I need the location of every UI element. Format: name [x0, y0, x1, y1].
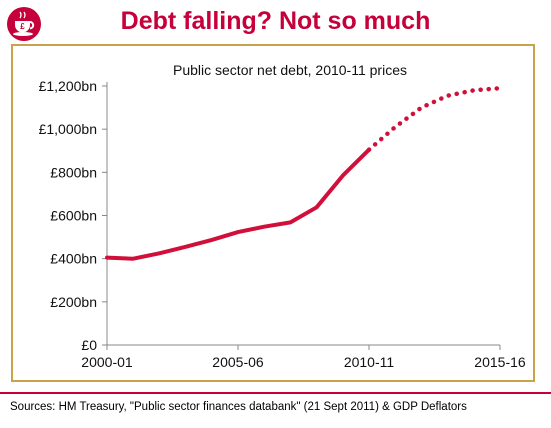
- svg-text:£: £: [20, 22, 25, 31]
- headline: Debt falling? Not so much: [120, 7, 431, 35]
- series-line-actual: [105, 147, 371, 261]
- x-tick-label: 2000-01: [81, 354, 133, 370]
- teacup-logo-icon: £: [7, 7, 41, 41]
- y-tick-label: £0: [81, 337, 97, 353]
- y-tick-label: £600bn: [50, 208, 97, 224]
- chart-title: Public sector net debt, 2010-11 prices: [173, 62, 407, 78]
- y-tick-label: £200bn: [50, 294, 97, 310]
- y-tick-label: £1,000bn: [39, 121, 97, 137]
- x-tick-label: 2015-16: [474, 354, 526, 370]
- y-tick-label: £800bn: [50, 164, 97, 180]
- series-layer: [105, 85, 503, 261]
- series-line-projection: [366, 85, 503, 152]
- chart-frame: [11, 44, 535, 382]
- source-note: Sources: HM Treasury, "Public sector fin…: [10, 401, 467, 413]
- y-tick-label: £400bn: [50, 251, 97, 267]
- axes: £0 £200bn £400bn £600bn £800bn £1,000bn £1,200…: [39, 78, 526, 370]
- footer-rule: [0, 392, 551, 394]
- y-tick-label: £1,200bn: [39, 78, 97, 94]
- x-tick-label: 2010-11: [344, 354, 395, 370]
- x-tick-label: 2005-06: [212, 354, 264, 370]
